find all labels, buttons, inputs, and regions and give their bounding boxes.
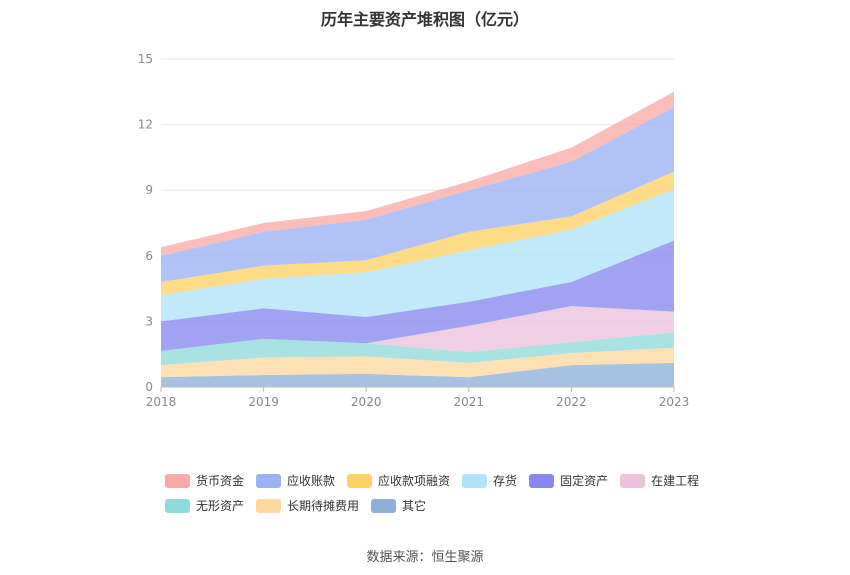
legend-item-长期待摊费用[interactable]: 长期待摊费用 bbox=[256, 497, 359, 514]
legend-label: 应收款项融资 bbox=[378, 474, 451, 488]
area-series-应收账款[interactable] bbox=[161, 107, 674, 282]
area-series-长期待摊费用[interactable] bbox=[161, 347, 674, 378]
area-series-其它[interactable] bbox=[161, 362, 674, 387]
legend-item-存货[interactable]: 存货 bbox=[462, 472, 517, 489]
legend-swatch bbox=[620, 473, 646, 488]
legend-item-无形资产[interactable]: 无形资产 bbox=[165, 497, 244, 514]
legend-label: 在建工程 bbox=[651, 474, 700, 488]
legend-swatch bbox=[165, 473, 190, 488]
data-source: 数据来源：恒生聚源 bbox=[366, 550, 484, 565]
y-tick-label: 0 bbox=[145, 380, 153, 394]
x-tick-label: 2021 bbox=[454, 395, 485, 409]
legend-swatch bbox=[462, 473, 488, 488]
x-tick-label: 2020 bbox=[351, 395, 382, 409]
legend-item-固定资产[interactable]: 固定资产 bbox=[529, 472, 608, 489]
legend-label: 存货 bbox=[493, 474, 518, 488]
area-series-货币资金[interactable] bbox=[161, 91, 674, 256]
y-tick-label: 3 bbox=[145, 314, 153, 328]
legend-label: 应收账款 bbox=[287, 474, 336, 488]
area-series bbox=[161, 91, 674, 387]
stacked-area-chart: 0 3 6 9 12 15 2018 2019 2020 2021 2022 2023 bbox=[138, 52, 690, 409]
area-series-应收款项融资[interactable] bbox=[161, 171, 674, 296]
legend-item-货币资金[interactable]: 货币资金 bbox=[165, 472, 244, 489]
area-series-存货[interactable] bbox=[161, 189, 674, 322]
x-tick-label: 2023 bbox=[659, 395, 690, 409]
legend-label: 无形资产 bbox=[196, 499, 245, 513]
x-tick-label: 2018 bbox=[146, 395, 177, 409]
y-tick-label: 12 bbox=[138, 118, 153, 132]
legend-item-应收款项融资[interactable]: 应收款项融资 bbox=[347, 472, 450, 489]
legend-label: 货币资金 bbox=[196, 474, 245, 488]
legend-item-应收账款[interactable]: 应收账款 bbox=[256, 472, 335, 489]
area-series-在建工程[interactable] bbox=[161, 306, 674, 352]
legend-label: 其它 bbox=[402, 499, 427, 513]
area-series-固定资产[interactable] bbox=[161, 240, 674, 351]
legend: 货币资金 应收账款 应收款项融资 存货 固定资产 在建工程无形资产 长期待摊费用 其它 bbox=[165, 472, 725, 522]
legend-item-其它[interactable]: 其它 bbox=[371, 497, 426, 514]
y-tick-label: 15 bbox=[138, 52, 153, 66]
x-tick-label: 2019 bbox=[248, 395, 279, 409]
axes: 2018 2019 2020 2021 2022 2023 bbox=[146, 386, 690, 409]
legend-swatch bbox=[529, 473, 555, 488]
legend-swatch bbox=[256, 473, 282, 488]
legend-item-在建工程[interactable]: 在建工程 bbox=[620, 472, 699, 489]
legend-label: 固定资产 bbox=[560, 474, 609, 488]
area-series-无形资产[interactable] bbox=[161, 332, 674, 366]
y-tick-label: 6 bbox=[145, 249, 153, 263]
legend-swatch bbox=[371, 498, 397, 513]
legend-swatch bbox=[347, 473, 373, 488]
legend-label: 长期待摊费用 bbox=[287, 499, 360, 513]
chart-title: 历年主要资产堆积图（亿元） bbox=[320, 10, 529, 29]
x-tick-label: 2022 bbox=[556, 395, 587, 409]
y-tick-label: 9 bbox=[145, 183, 153, 197]
legend-swatch bbox=[165, 498, 190, 513]
legend-swatch bbox=[256, 498, 282, 513]
